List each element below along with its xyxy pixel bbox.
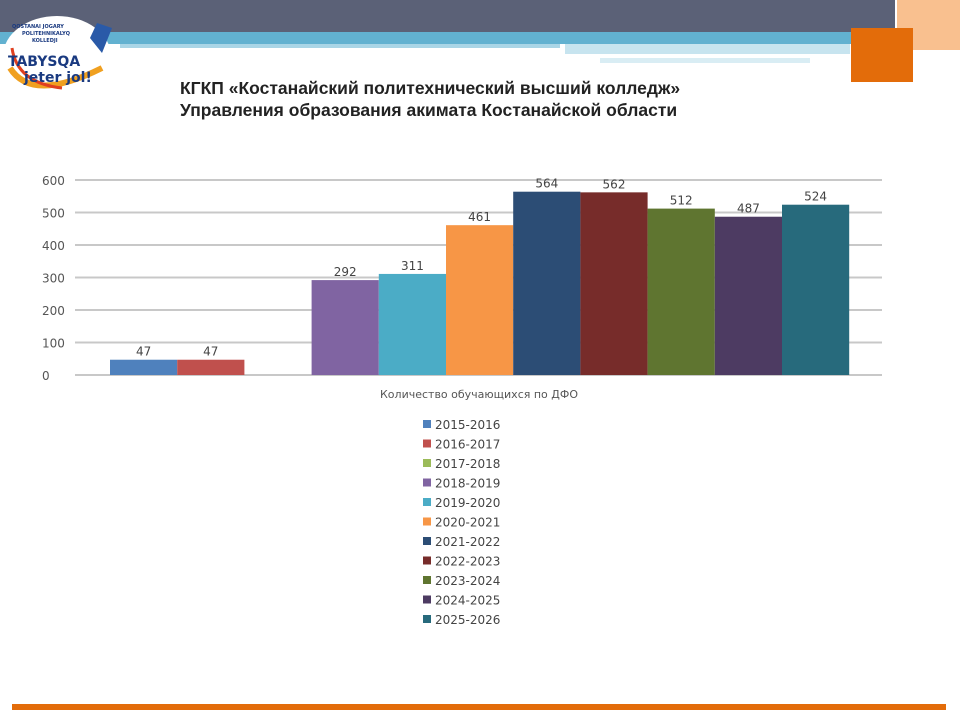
- legend-swatch: [423, 517, 431, 526]
- data-label: 487: [737, 202, 760, 216]
- data-label: 47: [203, 345, 218, 359]
- legend-swatch: [423, 478, 431, 487]
- y-tick-label: 400: [42, 239, 65, 253]
- page-subtitle: Управления образования акимата Костанайс…: [180, 100, 678, 120]
- svg-text:jeter jol!: jeter jol!: [23, 70, 92, 86]
- legend-swatch: [423, 420, 431, 428]
- data-label: 47: [136, 345, 151, 359]
- bar-2018-2019: [311, 280, 379, 375]
- legend-swatch: [423, 615, 431, 623]
- bar-2020-2021: [446, 225, 514, 375]
- legend-label: 2016-2017: [435, 438, 500, 452]
- bar-2019-2020: [378, 273, 446, 375]
- bar-2025-2026: [782, 204, 850, 375]
- svg-text:TABYSQA: TABYSQA: [8, 54, 80, 70]
- legend-swatch: [423, 459, 431, 467]
- svg-text:QOSTANAI JOGARY: QOSTANAI JOGARY: [12, 24, 64, 30]
- college-logo: QOSTANAI JOGARY POLITEHNIKALYQ KOLLEDJI …: [3, 16, 112, 96]
- legend-label: 2018-2019: [435, 477, 500, 491]
- footer-line: [12, 704, 946, 710]
- legend-label: 2021-2022: [435, 535, 500, 549]
- bar-2022-2023: [580, 192, 648, 375]
- y-tick-label: 0: [42, 369, 50, 383]
- y-tick-label: 300: [42, 272, 65, 286]
- data-label: 461: [468, 210, 491, 224]
- bar-chart: 0 100 200 300 400 500 600 47 2015-2016 47 2016-201…: [42, 174, 882, 627]
- svg-text:KOLLEDJI: KOLLEDJI: [32, 38, 58, 44]
- decor-orange-square: [851, 28, 913, 82]
- y-tick-label: 500: [42, 207, 65, 221]
- legend-swatch: [423, 537, 431, 545]
- legend-swatch: [423, 439, 431, 448]
- header-stripe: [600, 58, 810, 63]
- data-label: 311: [401, 259, 424, 273]
- bar-2024-2025: [714, 216, 782, 375]
- y-tick-label: 100: [42, 337, 65, 351]
- legend-label: 2024-2025: [435, 594, 500, 608]
- legend-label: 2020-2021: [435, 516, 500, 530]
- legend-swatch: [423, 556, 431, 565]
- bar-2016-2017: [177, 359, 245, 375]
- legend-label: 2022-2023: [435, 555, 500, 569]
- legend-swatch: [423, 595, 431, 604]
- legend-label: 2023-2024: [435, 574, 500, 588]
- data-label: 564: [535, 177, 558, 191]
- data-label: 562: [603, 177, 626, 191]
- header-stripe: [120, 44, 560, 48]
- header-stripe: [565, 44, 850, 54]
- x-axis-label: Количество обучающихся по ДФО: [380, 388, 578, 401]
- bar-2021-2022: [513, 191, 581, 375]
- header-band-blue: [0, 32, 895, 44]
- data-label: 524: [804, 190, 827, 204]
- svg-text:POLITEHNIKALYQ: POLITEHNIKALYQ: [22, 31, 70, 37]
- data-label: 292: [334, 265, 357, 279]
- legend-label: 2019-2020: [435, 496, 500, 510]
- legend-label: 2017-2018: [435, 457, 500, 471]
- data-label: 512: [670, 194, 693, 208]
- legend-swatch: [423, 498, 431, 506]
- header-band-dark: [0, 0, 895, 32]
- bar-2015-2016: [110, 359, 178, 375]
- y-tick-label: 200: [42, 304, 65, 318]
- legend-swatch: [423, 576, 431, 584]
- bar-2023-2024: [647, 208, 715, 375]
- y-tick-label: 600: [42, 174, 65, 188]
- legend-label: 2015-2016: [435, 418, 500, 432]
- page-title: КГКП «Костанайский политехнический высши…: [180, 78, 681, 98]
- legend-label: 2025-2026: [435, 613, 500, 627]
